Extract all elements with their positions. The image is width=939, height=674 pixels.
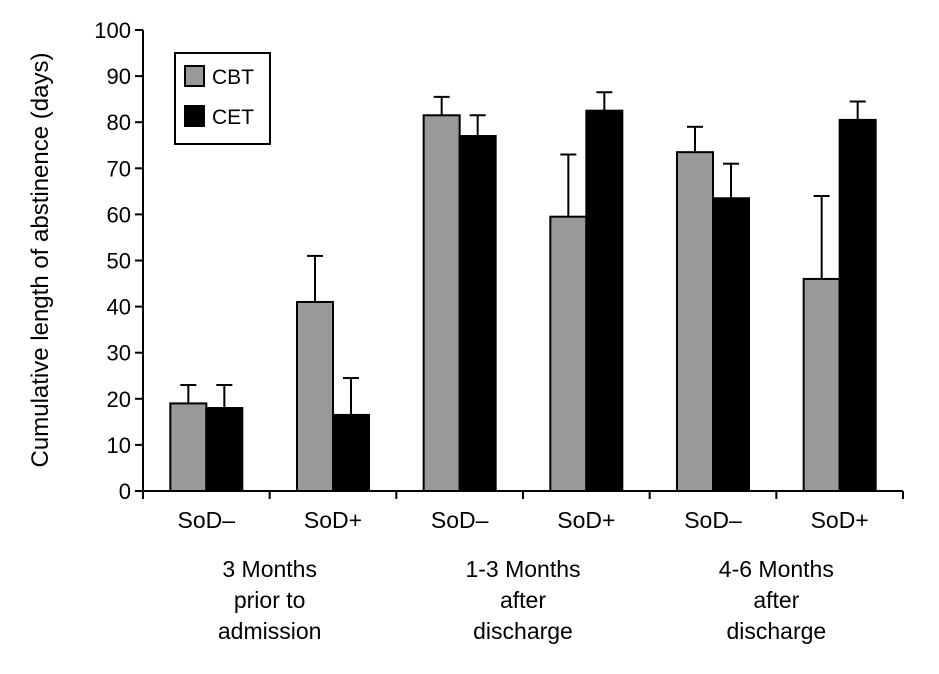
x-category-label: SoD+ <box>557 507 615 533</box>
x-category-label: SoD+ <box>304 507 362 533</box>
x-group-label: after <box>753 587 799 613</box>
x-group-label: 1-3 Months <box>465 556 580 582</box>
error-bars <box>180 91 866 415</box>
x-group-label: admission <box>218 618 322 644</box>
bar-cbt <box>802 277 841 492</box>
x-category-label: SoD+ <box>811 507 869 533</box>
y-tick-label: 50 <box>107 249 131 274</box>
legend: CBT CET <box>174 52 271 145</box>
y-tick-label: 100 <box>94 18 131 43</box>
y-tick-label: 60 <box>107 202 131 227</box>
y-tick-label: 30 <box>107 341 131 366</box>
bar-cbt <box>422 114 461 492</box>
y-tick-label: 80 <box>107 110 131 135</box>
bar-cbt <box>296 300 334 492</box>
x-group-label: after <box>500 587 546 613</box>
axes: 0 10 20 30 40 50 60 70 80 90 100 <box>94 18 904 504</box>
x-category-label: SoD– <box>684 507 742 533</box>
legend-swatch-cbt <box>184 65 205 87</box>
y-tick-label: 90 <box>107 64 131 89</box>
legend-label-cet: CET <box>212 106 254 129</box>
bar-cbt <box>676 151 714 492</box>
bar-cet <box>205 407 244 492</box>
y-tick-label: 70 <box>107 156 131 181</box>
bar-cet <box>332 413 370 492</box>
y-tick-label: 0 <box>119 479 131 504</box>
y-tick-label: 40 <box>107 295 131 320</box>
x-axis-labels: SoD– SoD+ SoD– SoD+ SoD– SoD+ 3 Months prior to… <box>178 507 869 644</box>
bar-cet <box>838 118 877 493</box>
x-category-label: SoD– <box>178 507 236 533</box>
x-group-label: 4-6 Months <box>719 556 834 582</box>
bar-cbt <box>549 215 588 493</box>
x-group-label: discharge <box>726 618 826 644</box>
x-group-label: prior to <box>234 587 306 613</box>
y-axis-title: Cumulative length of abstinence (days) <box>27 53 54 468</box>
legend-label-cbt: CBT <box>212 66 254 89</box>
y-axis-title-group: Cumulative length of abstinence (days) <box>27 53 54 468</box>
x-group-label: 3 Months <box>222 556 317 582</box>
bar-cet <box>712 197 750 492</box>
y-tick-label: 20 <box>107 387 131 412</box>
x-group-label: discharge <box>473 618 573 644</box>
bar-cet <box>458 135 497 492</box>
y-tick-label: 10 <box>107 433 131 458</box>
legend-swatch-cet <box>184 105 205 127</box>
bar-cbt <box>169 402 208 492</box>
x-category-label: SoD– <box>431 507 489 533</box>
bars <box>169 109 877 493</box>
bar-cet <box>585 109 624 493</box>
